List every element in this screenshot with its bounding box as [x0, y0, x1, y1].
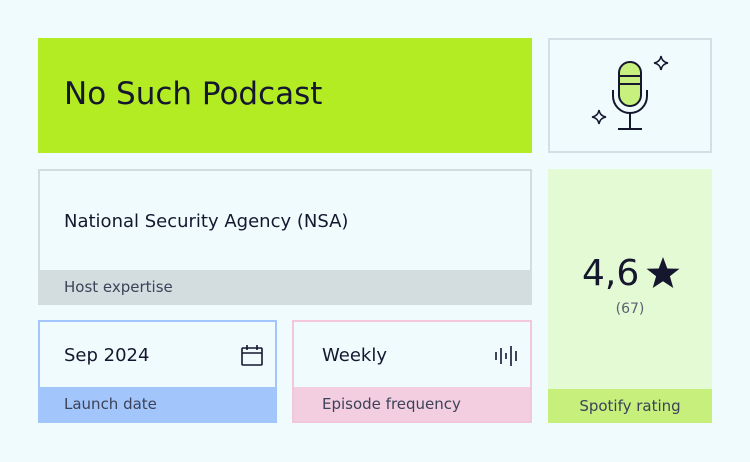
mic-icon	[591, 55, 669, 130]
launch-value: Sep 2024	[64, 345, 150, 366]
mic-box	[548, 38, 712, 153]
host-value: National Security Agency (NSA)	[64, 211, 349, 232]
title: No Such Podcast	[64, 76, 323, 112]
wave-icon	[495, 346, 517, 366]
rating-value: 4,6	[582, 253, 640, 294]
star-icon	[646, 257, 680, 288]
title-box: No Such Podcast	[38, 38, 532, 153]
launch-label: Launch date	[40, 387, 275, 421]
rating-count: (67)	[615, 301, 645, 317]
frequency-value: Weekly	[322, 345, 387, 366]
host-box: National Security Agency (NSA) Host expe…	[38, 169, 532, 305]
calendar-icon	[241, 345, 263, 366]
host-label: Host expertise	[40, 270, 530, 303]
frequency-box: Weekly Episode frequency	[292, 320, 532, 423]
launch-box: Sep 2024 Launch date	[38, 320, 277, 423]
frequency-label: Episode frequency	[294, 387, 530, 421]
rating-label: Spotify rating	[548, 389, 712, 423]
rating-box: 4,6 (67) Spotify rating	[548, 169, 712, 423]
